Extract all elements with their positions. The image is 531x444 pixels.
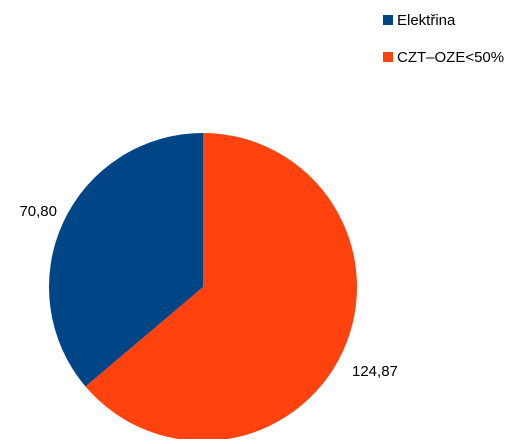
legend-swatch-czt [383,52,393,62]
data-labels: 124,87 70,80 [19,203,397,380]
data-label-czt: 124,87 [352,363,398,380]
legend-swatch-elektrina [383,15,393,25]
pie-slices [48,133,357,441]
pie-slice-elektrina [48,133,203,387]
data-label-elektrina: 70,80 [19,203,57,220]
pie-slice-czt [85,133,357,441]
legend: Elektřina CZT–OZE<50% [383,12,504,66]
legend-label-czt: CZT–OZE<50% [397,49,504,66]
legend-label-elektrina: Elektřina [397,12,456,29]
